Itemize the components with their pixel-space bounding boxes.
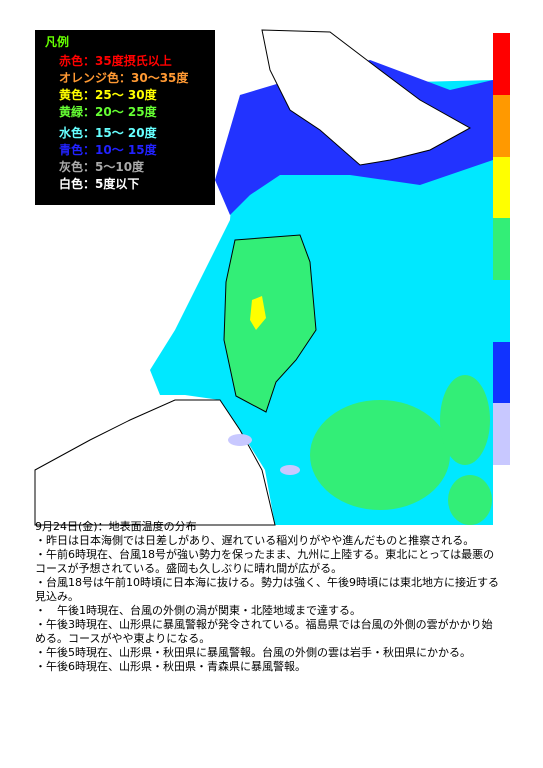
hokkaido [261, 29, 472, 166]
legend-item: 赤色：35度摂氏以上 [59, 54, 172, 68]
caption-line: ・昨日は日本海側では日差しがあり、遅れている稲刈りがやや進んだものと推察される。 [35, 534, 475, 547]
caption-line: ・ 午後1時現在、台風の外側の渦が関東・北陸地域まで達する。 [35, 604, 361, 617]
scale-orange [493, 95, 510, 157]
sea-green [440, 375, 490, 465]
legend-item: 水色：15～ 20度 [59, 126, 157, 140]
sea-green [448, 475, 492, 525]
scale-yellow [493, 157, 510, 218]
legend-item: 黄緑：20～ 25度 [59, 105, 157, 119]
caption-title: 9月24日(金)：地表面温度の分布 [35, 520, 197, 533]
caption-line: ・午後3時現在、山形県に暴風警報が発令されている。福島県では台風の外側の雲がかか… [35, 618, 493, 645]
legend-item: 黄色：25～ 30度 [59, 88, 157, 102]
caption-line: ・午前6時現在、台風18号が強い勢力を保ったまま、九州に上陸する。東北にとっては… [35, 548, 495, 575]
legend-item: 白色：5度以下 [59, 177, 140, 191]
yellow-spot [250, 296, 266, 330]
legend-item: 青色：10～ 15度 [59, 143, 157, 157]
caption: 9月24日(金)：地表面温度の分布 ・昨日は日本海側では日差しがあり、遅れている… [35, 520, 500, 674]
legend-item: 灰色：5～10度 [59, 160, 145, 174]
sea-green [310, 400, 450, 510]
cloud-lavender [228, 434, 252, 446]
caption-line: ・午後5時現在、山形県・秋田県に暴風警報。台風の外側の雲は岩手・秋田県にかかる。 [35, 646, 471, 659]
cloud-lavender [280, 465, 300, 475]
scale-lavender [493, 403, 510, 465]
caption-line: ・台風18号は午前10時頃に日本海に抜ける。勢力は強く、午後9時頃には東北地方に… [35, 576, 499, 603]
honshu [34, 399, 276, 526]
scale-red [493, 33, 510, 95]
tohoku-green [223, 234, 317, 413]
legend: 凡例 赤色：35度摂氏以上オレンジ色：30～35度 黄色：25～ 30度 黄緑：20… [35, 30, 215, 205]
scale-green [493, 218, 510, 280]
legend-title: 凡例 [45, 35, 70, 49]
caption-line: ・午後6時現在、山形県・秋田県・青森県に暴風警報。 [35, 660, 306, 673]
scale-blue [493, 342, 510, 403]
map [34, 29, 510, 526]
scale-cyan [493, 280, 510, 342]
legend-item: オレンジ色：30～35度 [59, 71, 189, 85]
